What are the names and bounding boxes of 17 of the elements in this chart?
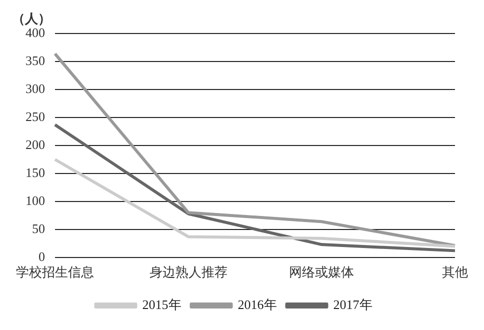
y-tick-label: 50 <box>32 220 45 236</box>
x-tick-label: 网络或媒体 <box>289 264 354 280</box>
y-tick-label: 100 <box>26 192 45 208</box>
y-tick-label: 150 <box>26 164 45 180</box>
y-tick-label: 300 <box>26 80 45 96</box>
y-tick-label: 200 <box>26 136 45 152</box>
x-tick-label: 学校招生信息 <box>16 264 94 280</box>
x-tick-label: 身边熟人推荐 <box>149 264 228 280</box>
y-tick-label: 0 <box>38 248 45 264</box>
y-tick-label: 350 <box>26 52 45 68</box>
y-axis-title: （人） <box>12 11 51 26</box>
y-tick-label: 250 <box>26 108 45 124</box>
legend-label: 2015年 <box>142 296 182 312</box>
x-tick-label: 其他 <box>442 264 468 280</box>
y-tick-label: 400 <box>26 25 45 40</box>
legend-label: 2016年 <box>238 296 277 312</box>
legend-label: 2017年 <box>333 296 372 312</box>
